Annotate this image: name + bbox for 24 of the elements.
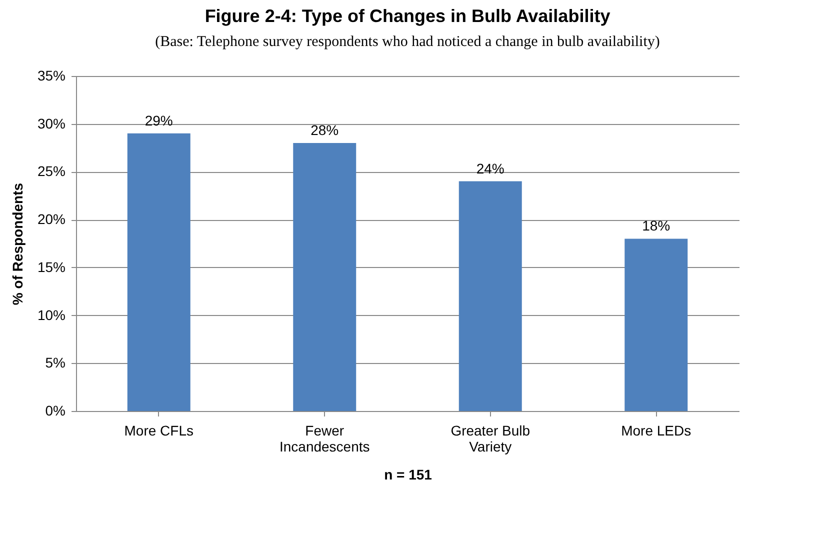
data-label: 24%	[476, 160, 504, 176]
x-tick-label: Fewer Incandescents	[279, 422, 370, 454]
bar	[624, 238, 688, 411]
x-tick-label: More CFLs	[124, 422, 194, 438]
y-tick-label: 10%	[37, 306, 66, 323]
x-tick-label: Greater Bulb Variety	[450, 422, 530, 454]
chart-title: Figure 2-4: Type of Changes in Bulb Availability	[204, 6, 610, 26]
data-label: 29%	[144, 112, 173, 128]
y-tick-label: 20%	[37, 211, 66, 228]
y-tick-label: 15%	[37, 258, 66, 275]
x-tick-label: More LEDs	[621, 422, 692, 438]
bar	[293, 143, 356, 411]
data-label: 18%	[642, 218, 670, 234]
chart-subtitle: (Base: Telephone survey respondents who had noticed a change in bulb availability)	[155, 34, 660, 50]
y-tick-label: 35%	[37, 68, 66, 84]
y-axis-title: % of Respondents	[9, 182, 26, 306]
x-axis-title: n = 151	[384, 466, 432, 482]
y-tick-label: 25%	[37, 163, 66, 180]
y-tick-label: 0%	[45, 402, 66, 418]
y-tick-label: 30%	[37, 115, 66, 132]
bar	[127, 133, 190, 411]
y-tick-label: 5%	[45, 354, 66, 371]
data-label: 28%	[310, 122, 339, 138]
bar	[458, 181, 522, 411]
